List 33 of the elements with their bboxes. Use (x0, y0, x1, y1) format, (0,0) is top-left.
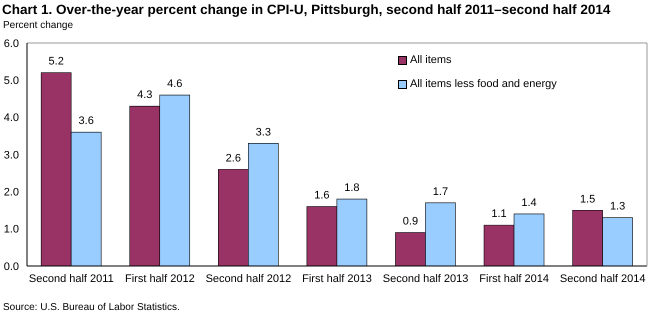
data-label: 3.3 (256, 126, 271, 138)
data-label: 1.3 (610, 200, 626, 213)
y-tick-label: 6.0 (4, 38, 19, 50)
y-tick-label: 2.0 (4, 186, 19, 199)
data-label: 1.6 (314, 190, 330, 202)
data-label: 1.8 (344, 182, 360, 194)
data-label: 3.6 (78, 115, 94, 128)
x-tick-label: First half 2013 (302, 272, 372, 285)
y-tick-label: 1.0 (4, 224, 19, 236)
data-label: 5.2 (48, 56, 64, 68)
data-label: 1.1 (491, 208, 507, 220)
x-tick-label: Second half 2011 (28, 272, 114, 285)
data-label: 2.6 (226, 152, 241, 164)
y-tick-label: 5.0 (4, 75, 19, 88)
x-tick-label: Second half 2012 (206, 272, 292, 285)
y-tick-label: 0.0 (4, 260, 19, 273)
legend-label: All items (410, 54, 452, 66)
data-label: 4.6 (167, 78, 182, 90)
chart-title: Chart 1. Over-the-year percent change in CPI-U, Pittsburgh, second half 2011–second half 2014 (2, 2, 610, 17)
data-label: 4.3 (137, 89, 152, 102)
x-tick-label: Second half 2014 (560, 272, 646, 285)
data-label: 1.7 (432, 186, 448, 198)
y-tick-label: 4.0 (4, 112, 19, 124)
data-label: 1.4 (521, 196, 537, 209)
x-tick-label: First half 2014 (479, 272, 549, 285)
data-label: 0.9 (402, 216, 418, 228)
x-tick-label: First half 2012 (125, 272, 195, 285)
y-axis-title: Percent change (3, 20, 74, 31)
legend-label: All items less food and energy (410, 78, 557, 90)
source-note: Source: U.S. Bureau of Labor Statistics. (3, 302, 180, 313)
x-tick-label: Second half 2013 (382, 272, 468, 285)
y-tick-label: 3.0 (4, 149, 19, 162)
data-label: 1.5 (580, 193, 596, 206)
